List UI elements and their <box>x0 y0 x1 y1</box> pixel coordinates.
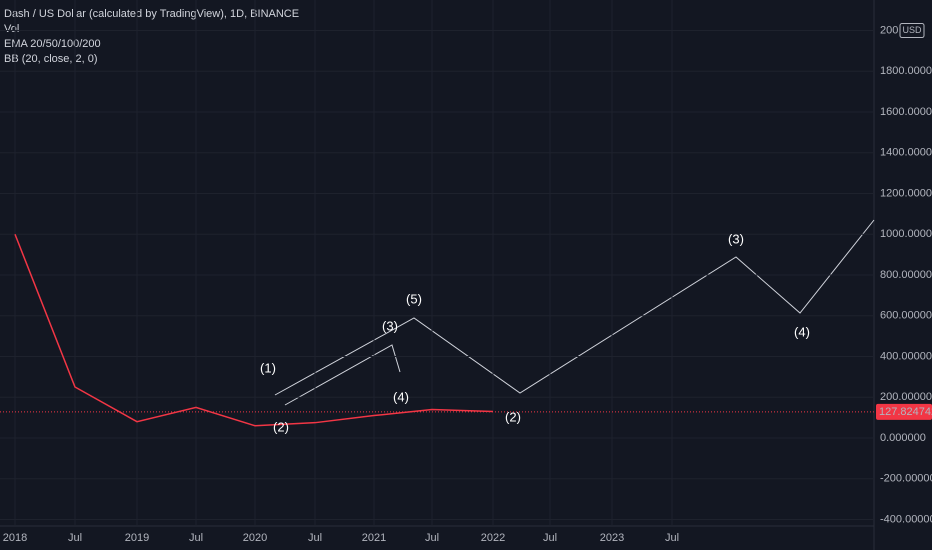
y-tick-label: -400.000000 <box>880 513 932 525</box>
x-tick-label: 2018 <box>3 532 27 544</box>
last-price-label: 127.824742 <box>879 406 932 418</box>
wave-label: (4) <box>794 324 810 339</box>
y-tick-label: -200.000000 <box>880 473 932 485</box>
indicator: EMA 20/50/100/200 <box>4 38 101 50</box>
wave-label: (5) <box>406 291 422 306</box>
y-tick-label: 0.000000 <box>880 432 926 444</box>
indicator: BB (20, close, 2, 0) <box>4 53 98 65</box>
y-tick-label: 1400.000000 <box>880 147 932 159</box>
x-tick-label: 2022 <box>481 532 505 544</box>
y-tick-label: 1000.000000 <box>880 228 932 240</box>
wave-label: (4) <box>393 389 409 404</box>
x-tick-label: Jul <box>308 532 322 544</box>
wave-label: (2) <box>273 419 289 434</box>
y-tick-label: 1800.000000 <box>880 65 932 77</box>
projection <box>274 219 875 406</box>
x-tick-label: Jul <box>665 532 679 544</box>
currency-label: USD <box>902 25 922 35</box>
y-tick-label: 200.000000 <box>880 391 932 403</box>
x-tick-label: Jul <box>68 532 82 544</box>
y-tick-label: 1200.000000 <box>880 187 932 199</box>
last-price-badge <box>876 403 932 420</box>
x-tick-label: 2019 <box>125 532 149 544</box>
chart-title: Dash / US Dollar (calculated by TradingV… <box>4 8 299 20</box>
x-tick-label: Jul <box>189 532 203 544</box>
x-tick-label: 2023 <box>600 532 624 544</box>
wave-label: (2) <box>505 409 521 424</box>
wave-label: (1) <box>260 360 276 375</box>
wave-line <box>274 219 875 396</box>
y-tick-label: 1600.000000 <box>880 106 932 118</box>
currency-badge-frame <box>899 23 925 39</box>
wave-label: (3) <box>728 231 744 246</box>
indicator: Vol <box>4 23 19 35</box>
y-tick-label: 600.000000 <box>880 310 932 322</box>
price-line <box>14 233 494 427</box>
wave-label: (3) <box>382 318 398 333</box>
wave-line <box>284 344 401 406</box>
x-tick-label: Jul <box>543 532 557 544</box>
x-tick-label: Jul <box>425 532 439 544</box>
x-tick-label: 2021 <box>362 532 386 544</box>
x-tick-label: 2020 <box>243 532 267 544</box>
y-tick-label: 800.000000 <box>880 269 932 281</box>
y-tick-label: 400.000000 <box>880 350 932 362</box>
